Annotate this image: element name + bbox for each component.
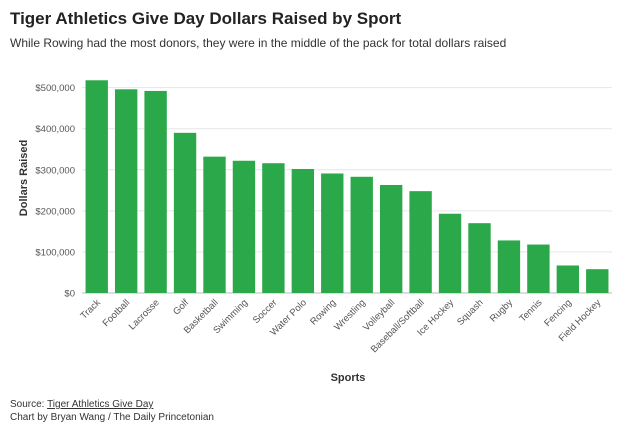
chart-credit: Chart by Bryan Wang / The Daily Princeto… [10, 412, 214, 423]
y-tick-label: $0 [64, 289, 75, 300]
bar-football [114, 89, 138, 293]
x-tick-label: Lacrosse [127, 297, 162, 332]
bar-squash [468, 223, 491, 293]
x-tick-label: Rugby [488, 297, 515, 324]
x-tick-label: Tennis [517, 297, 544, 324]
gridlines [82, 87, 612, 294]
source-label: Source: [10, 399, 48, 410]
bar-track [85, 80, 108, 294]
chart-footer: Source: Tiger Athletics Give Day Chart b… [10, 398, 214, 424]
x-tick-label: Golf [171, 297, 191, 317]
bar-water-polo [291, 168, 315, 293]
bar-basketball [203, 156, 226, 293]
bar-tennis [527, 244, 550, 293]
x-tick-label: Baseball/Softball [369, 297, 427, 355]
y-axis-ticks: $0 $100,000 $200,000 $300,000 $400,000 $500,0… [35, 83, 75, 299]
bar-soccer [262, 163, 285, 293]
bar-baseball-softball [409, 191, 432, 293]
chart-subtitle: While Rowing had the most donors, they w… [10, 36, 507, 50]
x-tick-label: Squash [455, 297, 486, 328]
x-tick-label: Soccer [251, 297, 280, 326]
y-tick-label: $300,000 [35, 165, 75, 176]
bar-golf [173, 132, 197, 293]
x-axis-label: Sports [331, 372, 366, 384]
source-line: Source: Tiger Athletics Give Day [10, 398, 214, 411]
source-link[interactable]: Tiger Athletics Give Day [47, 399, 154, 410]
bar-rowing [321, 173, 344, 293]
y-tick-label: $500,000 [35, 83, 75, 94]
y-tick-label: $200,000 [35, 206, 75, 217]
bar-fencing [556, 265, 580, 293]
bar-field-hockey [586, 269, 609, 293]
bars [85, 80, 609, 294]
bar-swimming [232, 160, 256, 293]
y-tick-label: $100,000 [35, 247, 75, 258]
bar-volleyball [379, 184, 403, 293]
bar-lacrosse [144, 90, 167, 293]
y-tick-label: $400,000 [35, 124, 75, 135]
chart-title: Tiger Athletics Give Day Dollars Raised … [10, 9, 402, 28]
x-tick-label: Track [79, 297, 103, 321]
y-axis-label: Dollars Raised [18, 140, 30, 216]
bar-wrestling [350, 176, 373, 293]
bar-rugby [497, 240, 521, 293]
bar-ice-hockey [438, 213, 462, 293]
